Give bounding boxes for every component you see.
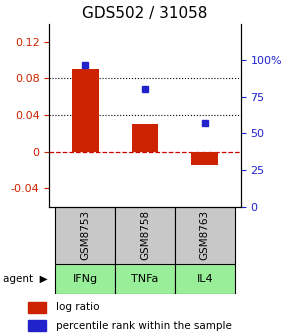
Bar [132,124,158,152]
Text: GSM8763: GSM8763 [200,210,210,260]
Bar [175,207,235,264]
Bar [191,152,218,165]
Bar [28,302,46,313]
Text: log ratio: log ratio [56,302,100,312]
Title: GDS502 / 31058: GDS502 / 31058 [82,6,208,21]
Text: percentile rank within the sample: percentile rank within the sample [56,321,232,331]
Bar [175,264,235,294]
Text: IL4: IL4 [197,274,213,284]
Text: GSM8758: GSM8758 [140,210,150,260]
Bar [115,264,175,294]
Bar [55,207,115,264]
Text: agent  ▶: agent ▶ [3,274,48,284]
Text: TNFa: TNFa [131,274,159,284]
Bar [28,320,46,331]
Bar [55,264,115,294]
Bar [72,69,99,152]
Text: IFNg: IFNg [72,274,98,284]
Bar [115,207,175,264]
Text: GSM8753: GSM8753 [80,210,90,260]
